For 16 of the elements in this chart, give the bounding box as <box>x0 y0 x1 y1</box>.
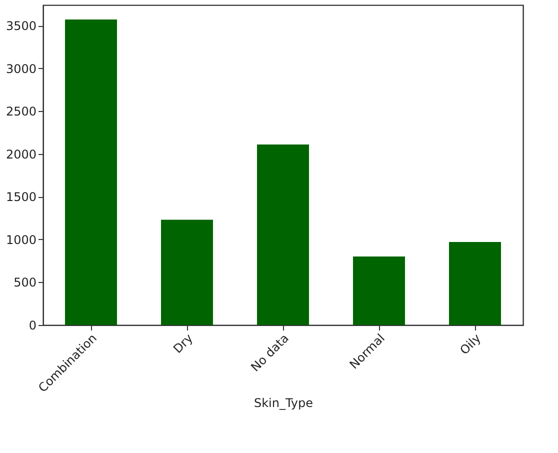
bar <box>449 242 501 325</box>
y-tick-label: 3000 <box>6 62 36 76</box>
x-axis-title: Skin_Type <box>254 396 314 410</box>
y-tick-label: 0 <box>28 318 36 332</box>
x-tick-label: Dry <box>170 331 196 356</box>
bar <box>161 220 213 325</box>
y-tick-label: 500 <box>14 276 36 290</box>
y-tick-label: 1500 <box>6 190 36 204</box>
bar <box>65 20 117 325</box>
y-tick-label: 3500 <box>6 19 36 34</box>
y-tick-label: 1000 <box>6 232 36 247</box>
bar <box>353 256 405 325</box>
x-tick-label: Oily <box>457 331 484 358</box>
y-tick-label: 2000 <box>6 147 36 162</box>
y-tick-label: 2500 <box>6 104 36 119</box>
bar <box>257 144 309 325</box>
